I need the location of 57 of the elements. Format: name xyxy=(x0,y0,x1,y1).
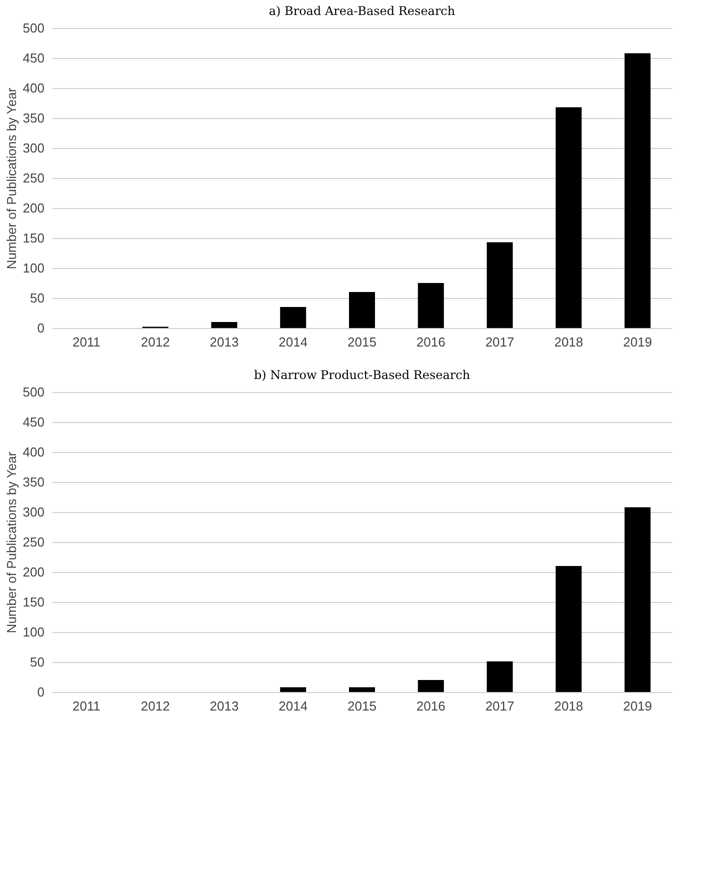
y-tick-label: 300 xyxy=(22,140,44,156)
bar xyxy=(624,53,651,328)
x-tick-label: 2016 xyxy=(416,334,446,350)
bar xyxy=(280,687,306,692)
bar xyxy=(211,322,238,328)
y-tick-label: 150 xyxy=(22,594,44,610)
y-tick-label: 450 xyxy=(22,414,44,430)
x-tick-label: 2012 xyxy=(140,698,170,714)
x-tick-label: 2019 xyxy=(623,334,652,350)
bar xyxy=(486,242,513,328)
x-tick-label: 2015 xyxy=(348,334,376,350)
x-tick-label: 2016 xyxy=(416,698,446,714)
y-tick-label: 250 xyxy=(22,170,44,186)
x-tick-label: 2017 xyxy=(485,698,514,714)
chart-title: b) Narrow Product-Based Research xyxy=(254,368,470,382)
y-tick-label: 500 xyxy=(22,384,44,400)
y-tick-label: 350 xyxy=(22,474,44,490)
y-tick-label: 50 xyxy=(30,290,44,306)
y-tick-label: 100 xyxy=(22,260,44,276)
y-tick-label: 400 xyxy=(22,444,44,460)
y-tick-label: 300 xyxy=(22,504,44,520)
x-tick-label: 2011 xyxy=(72,698,100,714)
x-tick-label: 2017 xyxy=(485,334,514,350)
bar xyxy=(418,283,444,328)
y-tick-label: 250 xyxy=(22,534,44,550)
x-tick-label: 2018 xyxy=(554,334,584,350)
y-tick-label: 0 xyxy=(37,684,44,700)
x-tick-label: 2012 xyxy=(140,334,170,350)
bar xyxy=(486,661,513,692)
x-tick-label: 2013 xyxy=(210,334,239,350)
bar xyxy=(556,566,582,692)
y-tick-label: 50 xyxy=(30,654,44,670)
bar xyxy=(280,307,306,328)
x-tick-label: 2019 xyxy=(623,698,652,714)
y-axis-title: Number of Publications by Year xyxy=(4,451,19,634)
y-tick-label: 200 xyxy=(22,564,44,580)
y-tick-label: 400 xyxy=(22,80,44,96)
bar xyxy=(349,687,375,692)
y-tick-label: 350 xyxy=(22,110,44,126)
x-tick-label: 2018 xyxy=(554,698,584,714)
x-tick-label: 2011 xyxy=(72,334,100,350)
y-tick-label: 450 xyxy=(22,50,44,66)
y-axis-title: Number of Publications by Year xyxy=(4,87,19,270)
x-tick-label: 2015 xyxy=(348,698,376,714)
y-tick-label: 150 xyxy=(22,230,44,246)
bar xyxy=(349,292,375,328)
x-tick-label: 2014 xyxy=(278,334,308,350)
chart-title: a) Broad Area-Based Research xyxy=(268,4,456,18)
bar xyxy=(624,507,651,692)
x-tick-label: 2014 xyxy=(278,698,308,714)
bar xyxy=(556,107,582,328)
y-tick-label: 0 xyxy=(37,320,44,336)
x-tick-label: 2013 xyxy=(210,698,239,714)
y-tick-label: 500 xyxy=(22,20,44,36)
y-tick-label: 200 xyxy=(22,200,44,216)
y-tick-label: 100 xyxy=(22,624,44,640)
bar xyxy=(418,680,444,692)
